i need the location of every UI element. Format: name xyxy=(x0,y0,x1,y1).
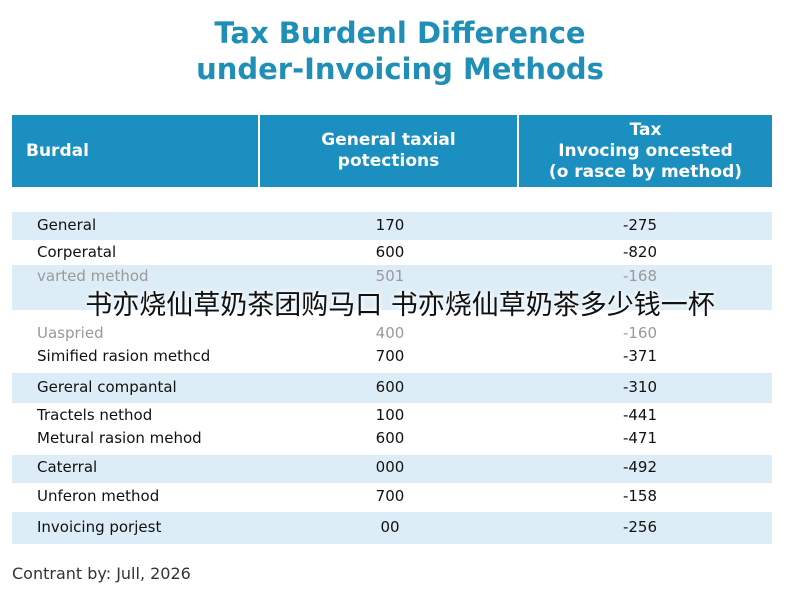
table-cell: Caterral xyxy=(37,458,98,476)
table-cell: Metural rasion mehod xyxy=(37,429,202,447)
table-cell: -160 xyxy=(622,324,658,342)
header-cell: General taxial potections xyxy=(260,115,517,187)
row-band xyxy=(12,265,772,310)
table-cell: -256 xyxy=(622,518,658,536)
table-cell: 170 xyxy=(375,216,405,234)
table-cell: General xyxy=(37,216,97,234)
row-band xyxy=(12,512,772,544)
header-line: potections xyxy=(337,151,440,171)
table-cell: 600 xyxy=(375,243,405,261)
table-cell: 600 xyxy=(375,429,405,447)
overlay-text: 书亦烧仙草奶茶团购马口 书亦烧仙草奶茶多少钱一杯 xyxy=(85,290,715,321)
table-cell: Simified rasion methcd xyxy=(37,347,211,365)
header-separator xyxy=(258,115,260,187)
header-line: General taxial xyxy=(321,130,456,150)
table-cell: -310 xyxy=(622,378,658,396)
header-separator xyxy=(517,115,519,187)
footer: Contrant by: Jull, 2026 xyxy=(12,564,191,583)
table-cell: -371 xyxy=(622,347,658,365)
table-cell: -471 xyxy=(622,429,658,447)
table-cell: 600 xyxy=(375,378,405,396)
header-line: Tax xyxy=(629,119,662,140)
table-header: Burdal General taxial potections Tax Invocin… xyxy=(12,115,772,187)
table-cell: Uaspried xyxy=(37,324,104,342)
table-cell: 000 xyxy=(375,458,405,476)
header-line: (o rasce by method) xyxy=(548,161,743,182)
table-cell: -275 xyxy=(622,216,658,234)
table-cell: Unferon method xyxy=(37,487,160,505)
table-cell: 00 xyxy=(380,518,400,536)
table-cell: Invoicing porjest xyxy=(37,518,162,536)
table-cell: 100 xyxy=(375,406,405,424)
row-band xyxy=(12,212,772,240)
header-line: Invocing oncested xyxy=(558,140,733,161)
row-band xyxy=(12,455,772,483)
header-line: Burdal xyxy=(26,140,89,161)
table-cell: -820 xyxy=(622,243,658,261)
table-cell: 700 xyxy=(375,347,405,365)
table-cell: -158 xyxy=(622,487,658,505)
table-cell: Corperatal xyxy=(37,243,117,261)
header-cell: Burdal xyxy=(26,115,256,187)
table-cell: 400 xyxy=(375,324,405,342)
table-cell: -441 xyxy=(622,406,658,424)
table-cell: 501 xyxy=(375,267,405,285)
title-line: under-Invoicing Methods xyxy=(196,52,604,86)
row-band xyxy=(12,373,772,403)
title-line: Tax Burdenl Difference xyxy=(214,16,586,50)
table-cell: varted method xyxy=(37,267,149,285)
table-cell: -492 xyxy=(622,458,658,476)
table-cell: 700 xyxy=(375,487,405,505)
table-cell: Gereral compantal xyxy=(37,378,177,396)
table-cell: -168 xyxy=(622,267,658,285)
header-cell: Tax Invocing oncested (o rasce by method) xyxy=(519,115,772,187)
table-cell: Tractels nethod xyxy=(37,406,153,424)
